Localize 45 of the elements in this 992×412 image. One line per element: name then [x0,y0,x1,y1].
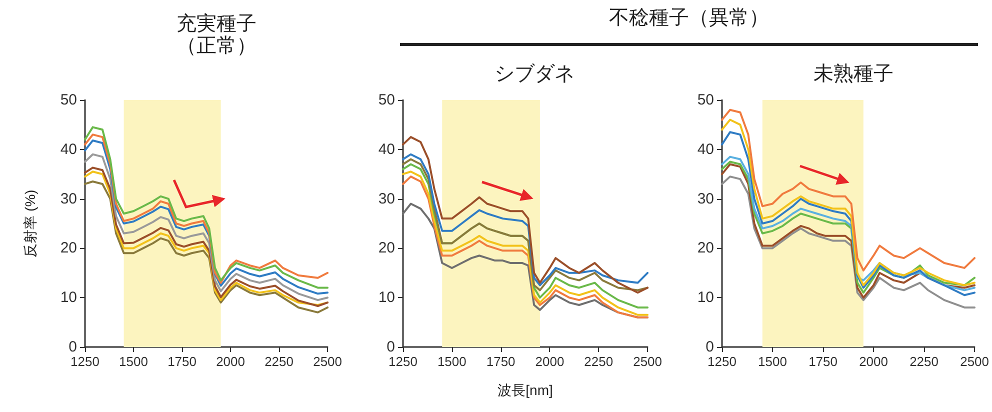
y-tick-label: 10 [60,289,77,306]
y-tick-label: 10 [378,289,395,306]
x-tick-label: 2000 [216,354,245,369]
x-tick-label: 1250 [388,354,418,369]
x-tick-label: 2000 [859,354,888,369]
x-tick-label: 2250 [264,354,294,369]
x-tick-label: 1750 [168,354,196,369]
x-tick-label: 2500 [313,354,342,369]
y-tick-label: 20 [378,240,395,257]
y-tick-label: 40 [378,140,395,158]
y-tick-label: 50 [60,92,77,108]
y-tick-label: 40 [697,140,714,158]
x-tick-label: 2250 [584,354,614,369]
y-tick-label: 50 [697,92,714,108]
y-tick-label: 30 [697,190,714,208]
y-tick-label: 40 [60,140,77,158]
x-tick-label: 1250 [70,354,100,369]
y-tick-label: 30 [60,190,77,208]
chart-title: 未熟種子 [814,61,894,85]
chart-title: 充実種子 [176,11,256,35]
y-tick-label: 10 [697,289,714,306]
x-tick-label: 2250 [910,354,938,369]
y-tick-label: 50 [378,92,395,108]
y-tick-label: 20 [697,240,714,257]
x-tick-label: 1250 [708,354,736,369]
x-tick-label: 1500 [119,354,148,369]
x-tick-label: 1500 [437,354,466,369]
y-tick-label: 0 [386,338,395,356]
line-series [721,176,976,308]
y-tick-label: 20 [60,240,77,257]
x-tick-label: 2500 [633,354,662,369]
x-tick-label: 1750 [486,354,516,369]
y-tick-label: 0 [706,338,714,356]
y-axis-title: 反射率 (%) [22,190,38,258]
x-axis-title: 波長[nm] [498,382,553,398]
chart-subtitle: （正常） [176,33,256,57]
x-tick-label: 2500 [960,354,989,369]
chart-title: シブダネ [494,61,574,85]
x-tick-label: 2000 [535,354,564,369]
text: 不稔種子（異常） [608,4,770,31]
y-tick-label: 0 [68,338,77,356]
x-tick-label: 1500 [758,354,787,369]
y-tick-label: 30 [378,190,395,208]
x-tick-label: 1750 [808,354,838,369]
line-series [402,136,649,294]
